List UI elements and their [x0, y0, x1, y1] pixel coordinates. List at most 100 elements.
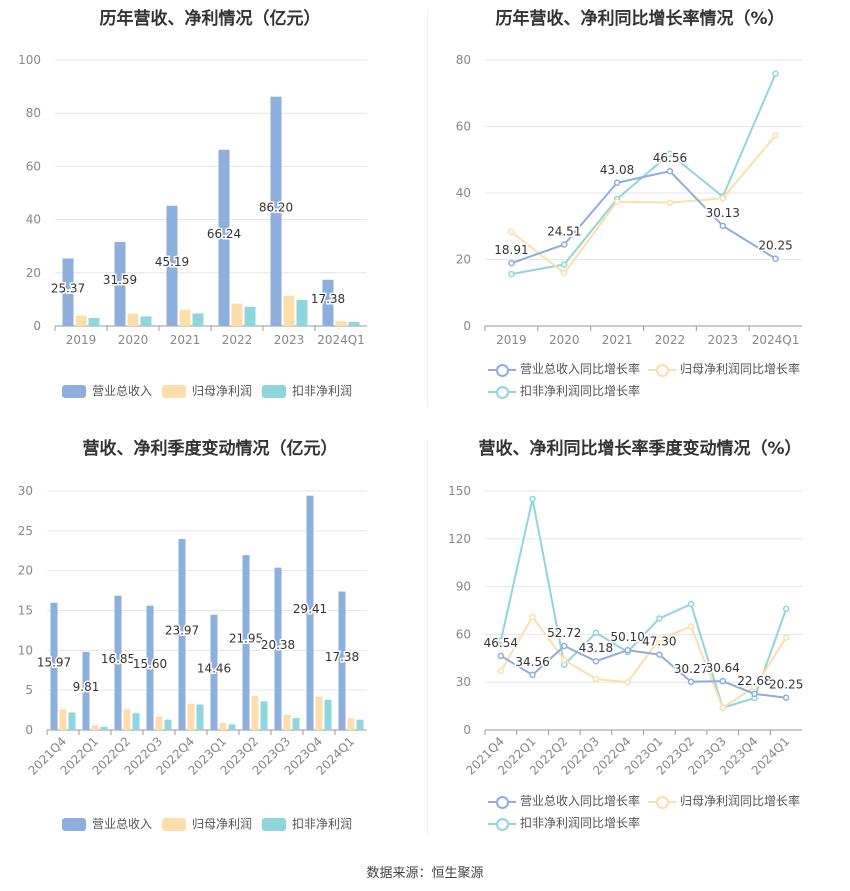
- x-tick-label: 2020: [118, 333, 149, 347]
- data-label: 45.19: [155, 255, 189, 269]
- legend-swatch: [488, 817, 516, 831]
- data-label: 20.25: [758, 239, 792, 253]
- y-tick-label: 0: [463, 319, 471, 333]
- x-tick-label: 2021: [602, 333, 633, 347]
- x-tick-label: 2024Q1: [752, 333, 800, 347]
- legend-item-net-profit[interactable]: 归母净利润: [162, 382, 252, 399]
- series-point: [782, 694, 790, 701]
- quarterly-revenue-profit-panel: 营收、净利季度变动情况（亿元） 0 5 10 15 20 25 30 2021Q4 2022Q1…: [0, 430, 420, 840]
- legend-swatch: [648, 795, 676, 809]
- y-tick-label: 20: [18, 564, 33, 578]
- legend-swatch: [648, 363, 676, 377]
- y-tick-label: 20: [456, 253, 471, 267]
- data-label: 31.59: [103, 273, 137, 287]
- y-tick-label: 120: [448, 532, 471, 546]
- legend-item-deducted-growth[interactable]: 扣非净利润同比增长率: [488, 814, 640, 831]
- series-point: [592, 675, 600, 683]
- data-label: 24.51: [547, 225, 581, 239]
- series-point: [508, 270, 515, 278]
- chart-title: 历年营收、净利同比增长率情况（%）: [495, 9, 785, 29]
- bar-net-profit: [123, 709, 131, 730]
- series-point: [782, 634, 790, 641]
- x-tick-label: 2024Q1: [317, 333, 365, 347]
- chart-title: 营收、净利同比增长率季度变动情况（%）: [478, 439, 802, 459]
- data-label: 20.25: [769, 678, 803, 692]
- y-tick-label: 80: [456, 53, 471, 67]
- legend-swatch: [62, 385, 86, 398]
- bar-revenue: [306, 495, 314, 730]
- data-label: 20.38: [261, 638, 295, 652]
- bar-revenue: [62, 258, 74, 326]
- bar-deducted-profit: [140, 316, 152, 326]
- divider: [427, 10, 428, 405]
- bar-net-profit: [347, 718, 355, 730]
- series-point: [666, 199, 674, 206]
- series-point: [508, 228, 515, 236]
- legend: 营业总收入 归母净利润 扣非净利润: [0, 382, 420, 400]
- series-point: [624, 678, 631, 686]
- series-point: [782, 605, 790, 613]
- y-tick-label: 60: [26, 159, 41, 173]
- bar-net-profit: [315, 696, 323, 730]
- series-point: [656, 651, 663, 658]
- series-point: [687, 678, 695, 686]
- series-point: [751, 690, 758, 698]
- data-label: 46.56: [653, 151, 687, 165]
- legend-label: 扣非净利润同比增长率: [520, 384, 641, 398]
- bar-revenue: [322, 279, 334, 326]
- data-label: 43.18: [579, 641, 613, 655]
- bar-net-profit: [219, 722, 227, 730]
- series-point: [561, 656, 568, 664]
- x-tick-label: 2020: [549, 333, 580, 347]
- series-point: [687, 623, 695, 630]
- y-tick-label: 60: [456, 120, 471, 134]
- data-label: 15.97: [37, 655, 71, 669]
- y-tick-label: 150: [448, 484, 471, 498]
- data-label: 34.56: [515, 655, 549, 669]
- series-point: [772, 132, 779, 139]
- series-point: [561, 261, 568, 268]
- legend-item-deducted-profit[interactable]: 扣非净利润: [262, 815, 352, 832]
- series-point: [529, 495, 536, 503]
- legend-item-deducted-profit[interactable]: 扣非净利润: [262, 382, 352, 399]
- x-tick-label: 2023: [707, 333, 738, 347]
- bar-net-profit: [91, 725, 99, 730]
- series-point: [666, 150, 674, 158]
- series-line: [510, 134, 777, 275]
- legend-label: 归母净利润: [192, 817, 253, 831]
- x-tick-label: 2022: [222, 333, 253, 347]
- data-label: 22.68: [737, 674, 771, 688]
- bar-revenue: [50, 602, 58, 730]
- series-line: [511, 170, 777, 265]
- bar-net-profit: [283, 714, 291, 730]
- legend-swatch: [262, 818, 286, 831]
- bar-deducted-profit: [348, 322, 360, 326]
- legend-item-net-profit[interactable]: 归母净利润: [162, 815, 252, 832]
- quarterly-growth-panel: 营收、净利同比增长率季度变动情况（%） 0 30 60 90 120 150 2021Q4 2…: [430, 430, 850, 840]
- legend-item-revenue[interactable]: 营业总收入: [62, 382, 152, 399]
- bar-net-profit: [59, 709, 67, 730]
- bar-net-profit: [187, 703, 195, 730]
- series-point: [772, 70, 779, 77]
- legend-item-revenue-growth[interactable]: 营业总收入同比增长率: [488, 360, 640, 377]
- annual-revenue-profit-panel: 历年营收、净利情况（亿元） 0 20 40 60 80 100 2019 2020 2021 20…: [0, 0, 420, 410]
- legend-label: 营业总收入: [92, 384, 153, 398]
- annual-bar-chart: 0 20 40 60 80 100 2019 2020 2021 2022 2023 2024Q1 25…: [18, 53, 367, 347]
- bar-deducted-profit: [100, 726, 108, 730]
- legend-label: 扣非净利润同比增长率: [520, 816, 641, 830]
- legend-label: 归母净利润同比增长率: [680, 362, 801, 376]
- legend-item-revenue[interactable]: 营业总收入: [62, 815, 152, 832]
- data-label: 17.38: [325, 650, 359, 664]
- y-tick-label: 0: [25, 723, 33, 737]
- series-point: [561, 269, 568, 277]
- quarterly-bar-chart: 0510152025302021Q42022Q12022Q22022Q32022…: [18, 484, 367, 778]
- legend-item-net-growth[interactable]: 归母净利润同比增长率: [648, 360, 800, 377]
- legend-item-revenue-growth[interactable]: 营业总收入同比增长率: [488, 792, 640, 809]
- legend-item-deducted-growth[interactable]: 扣非净利润同比增长率: [488, 382, 640, 399]
- legend-item-net-growth[interactable]: 归母净利润同比增长率: [648, 792, 800, 809]
- bar-deducted-profit: [164, 719, 172, 730]
- series-point: [592, 629, 600, 637]
- series-line: [499, 498, 788, 709]
- legend-label: 营业总收入同比增长率: [520, 362, 641, 376]
- bar-revenue: [166, 205, 178, 326]
